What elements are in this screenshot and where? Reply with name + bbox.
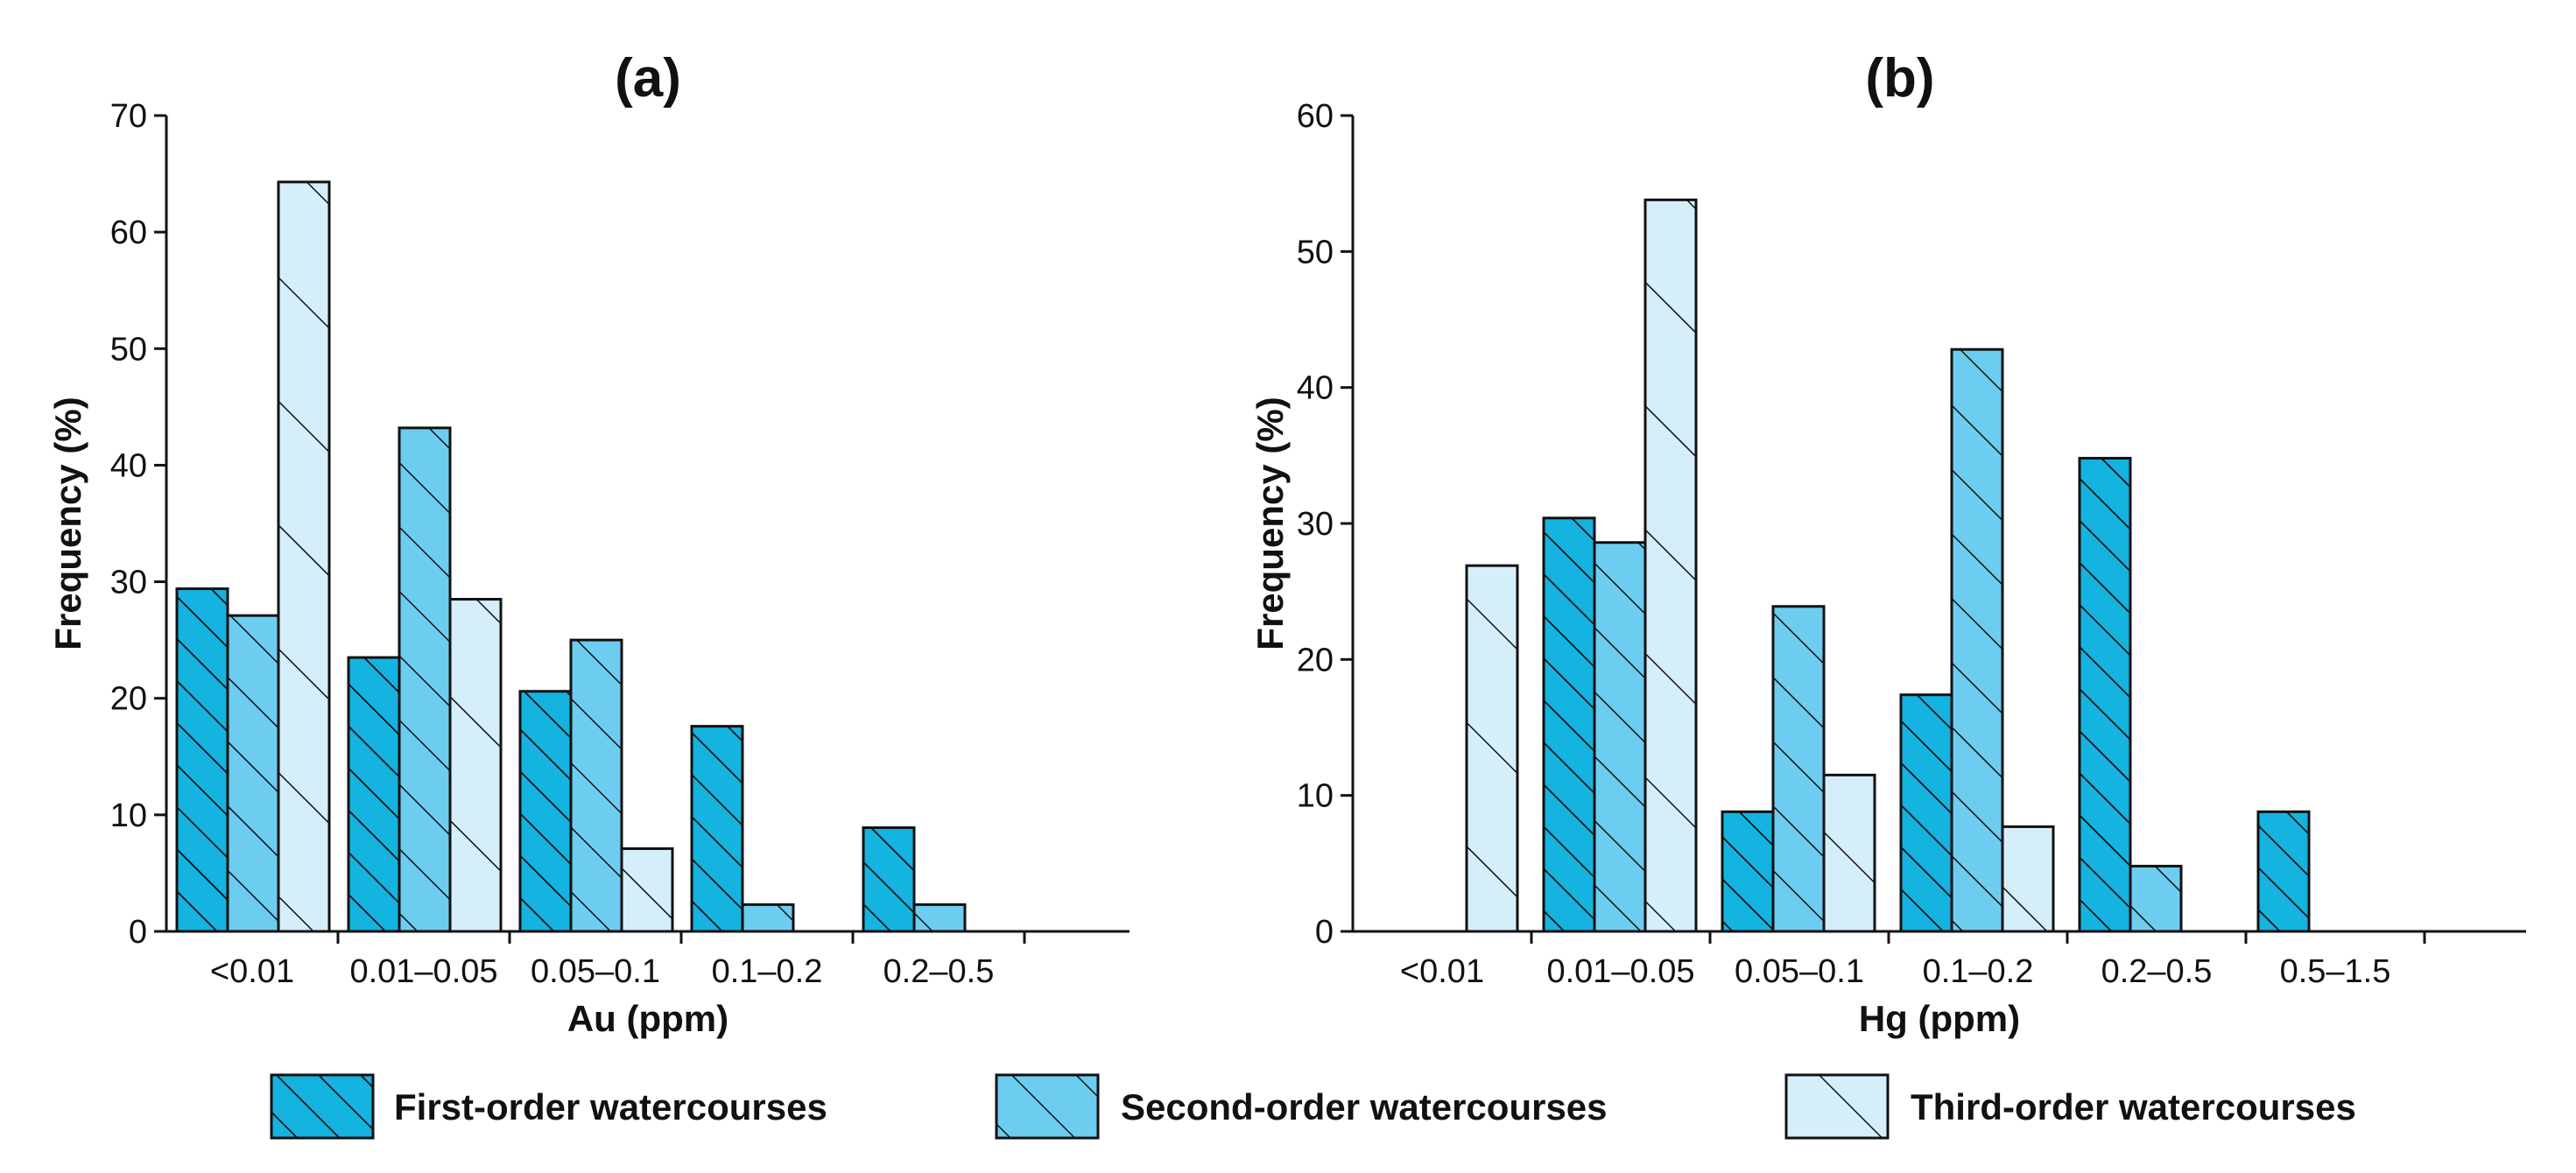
panel-a-bar-second-order-watercourses-0-01-hatch	[226, 614, 280, 933]
panel-b-bar-first-order-watercourses-0-1-0-2-hatch	[1899, 693, 1953, 933]
panel-a-x-tick-label: 0.2–0.5	[883, 953, 995, 990]
panel-b-bar-second-order-watercourses-0-05-0-1-hatch	[1771, 605, 1826, 933]
panel-b-x-axis-title: Hg (ppm)	[1859, 998, 2020, 1039]
panel-b-bar-first-order-watercourses-0-2-0-5-hatch	[2078, 456, 2132, 933]
panel-a-bar-second-order-watercourses-0-05-0-1-hatch	[569, 638, 623, 933]
panel-a-y-tick-label: 70	[110, 98, 147, 135]
panel-a-x-tick-label: 0.01–0.05	[349, 953, 497, 990]
panel-a-bar-third-order-watercourses-0-01-hatch	[277, 180, 331, 933]
legend-label-second-order: Second-order watercourses	[1121, 1086, 1608, 1127]
panel-a-y-tick-label: 50	[110, 331, 147, 368]
panel-b-bar-third-order-watercourses-0-1-0-2-hatch	[2001, 825, 2055, 933]
panel-b-x-tick-label: 0.05–0.1	[1735, 953, 1864, 990]
panel-a-y-tick-label: 30	[110, 565, 147, 601]
legend-label-first-order: First-order watercourses	[394, 1086, 827, 1127]
panel-a-y-tick-label: 20	[110, 681, 147, 718]
panel-a-bar-first-order-watercourses-0-05-0-1-hatch	[518, 690, 573, 933]
panel-a-title: (a)	[615, 48, 681, 109]
panel-a-bar-first-order-watercourses-0-1-0-2-hatch	[690, 725, 744, 933]
panel-a-y-tick-label: 60	[110, 214, 147, 251]
panel-b-y-tick-label: 20	[1297, 642, 1334, 678]
panel-a-bar-third-order-watercourses-0-01-0-05-hatch	[448, 598, 503, 933]
legend: First-order watercourses Second-order wa…	[270, 1073, 2356, 1140]
panel-b-bar-third-order-watercourses-0-05-0-1-hatch	[1822, 773, 1876, 933]
panel-a-x-tick-label: 0.1–0.2	[712, 953, 823, 990]
panel-a-bar-second-order-watercourses-0-2-0-5-hatch	[912, 903, 967, 933]
panel-b-y-tick-label: 10	[1297, 778, 1334, 815]
panel-b-x-tick-label: 0.5–1.5	[2280, 953, 2391, 990]
panel-b-y-axis-title: Frequency (%)	[1249, 397, 1291, 650]
panel-b-x-tick-label: <0.01	[1400, 953, 1484, 990]
panel-a-y-axis-title: Frequency (%)	[47, 397, 88, 650]
panel-a-bar-first-order-watercourses-0-01-hatch	[175, 587, 229, 933]
panel-b-bar-second-order-watercourses-0-01-0-05-hatch	[1593, 541, 1647, 933]
panel-b-y-tick-label: 30	[1297, 506, 1334, 543]
panel-b-bar-third-order-watercourses-0-01-hatch	[1465, 564, 1519, 933]
legend-swatch-first-order-hatch	[270, 1073, 375, 1140]
panel-a-bar-first-order-watercourses-0-2-0-5-hatch	[862, 826, 916, 933]
panel-b-chart: (b) 0 10 20 30 40 50 60 Frequency (%) Hg (ppm) <0.…	[1249, 48, 2526, 1039]
panel-a-x-tick-label: <0.01	[210, 953, 294, 990]
panel-a-y-tick-label: 40	[110, 447, 147, 484]
panel-b-bar-first-order-watercourses-0-05-0-1-hatch	[1721, 810, 1775, 933]
panel-a-y-tick-label: 0	[129, 914, 147, 951]
panel-b-bar-first-order-watercourses-0-01-0-05-hatch	[1542, 516, 1596, 933]
panel-b-y-tick-label: 40	[1297, 370, 1334, 407]
legend-label-third-order: Third-order watercourses	[1911, 1086, 2356, 1127]
panel-b-bar-first-order-watercourses-0-5-1-5-hatch	[2256, 810, 2311, 933]
panel-b-x-tick-label: 0.2–0.5	[2101, 953, 2213, 990]
panel-b-y-tick-label: 50	[1297, 234, 1334, 270]
panel-a-x-tick-label: 0.05–0.1	[531, 953, 660, 990]
panel-b-bar-second-order-watercourses-0-2-0-5-hatch	[2129, 864, 2183, 933]
legend-item-first-order: First-order watercourses	[270, 1073, 827, 1140]
panel-b-x-tick-label: 0.01–0.05	[1546, 953, 1694, 990]
panel-b-title: (b)	[1865, 48, 1934, 109]
panel-b-x-tick-label: 0.1–0.2	[1923, 953, 2034, 990]
panel-a-bar-second-order-watercourses-0-1-0-2-hatch	[741, 903, 795, 933]
panel-b-y-tick-label: 0	[1315, 914, 1334, 951]
panel-a-bar-second-order-watercourses-0-01-0-05-hatch	[398, 426, 452, 933]
panel-b-bar-third-order-watercourses-0-01-0-05-hatch	[1643, 198, 1698, 933]
panel-a-y-tick-label: 10	[110, 797, 147, 834]
panel-a-bar-first-order-watercourses-0-01-0-05-hatch	[347, 656, 401, 933]
legend-item-second-order: Second-order watercourses	[995, 1073, 1608, 1140]
legend-swatch-third-order-hatch	[1784, 1073, 1890, 1140]
legend-swatch-second-order-hatch	[995, 1073, 1100, 1140]
panel-a-x-axis-title: Au (ppm)	[567, 998, 728, 1039]
panel-b-bar-second-order-watercourses-0-1-0-2-hatch	[1950, 348, 2004, 933]
panel-a-chart: (a) 0 10 20 30 40 50 60 70 Frequency (%) Au (ppm) <…	[47, 48, 1130, 1039]
panel-a-bar-third-order-watercourses-0-05-0-1-hatch	[620, 846, 674, 933]
panel-b-y-tick-label: 60	[1297, 98, 1334, 135]
legend-item-third-order: Third-order watercourses	[1784, 1073, 2356, 1140]
